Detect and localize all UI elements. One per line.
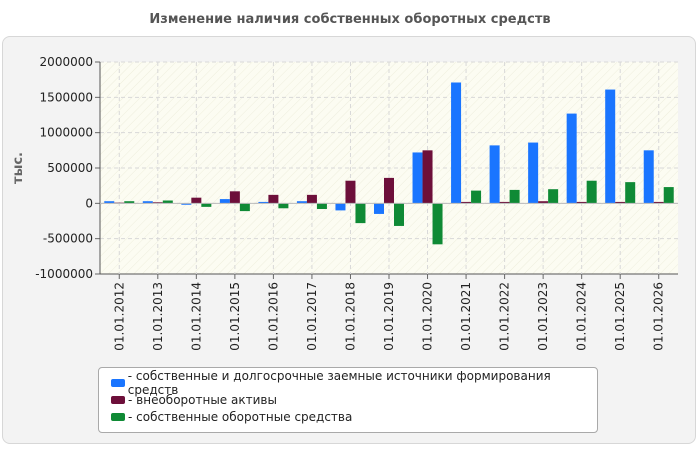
bar [268,194,279,204]
bar [422,150,433,204]
bar [152,202,163,204]
chart-title: Изменение наличия собственных оборотных … [149,12,551,27]
bar [548,189,559,204]
bar [471,190,482,204]
bar [461,201,472,204]
bar [181,203,192,205]
x-tick-label: 01.01.2020 [421,282,435,351]
x-tick-label: 01.01.2017 [305,282,319,351]
x-tick-label: 01.01.2016 [266,282,280,351]
bar [229,191,240,204]
bar [306,194,317,204]
bar [162,200,173,204]
y-tick-label: 1500000 [40,90,93,104]
bar [104,201,115,204]
bar [345,180,356,204]
bar [432,203,443,245]
legend-label-noncurrent: - внеоборотные активы [128,392,277,407]
bar [586,180,597,204]
legend-item: - собственные оборотные средства [111,408,597,425]
legend-swatch-sources [111,378,125,387]
x-tick-label: 01.01.2021 [459,282,473,351]
legend-swatch-noncurrent [111,395,125,404]
bar [124,201,135,204]
bar [566,113,577,204]
bar [489,145,500,204]
y-axis-label: тыс. [11,152,26,184]
bar [653,201,664,204]
bar [355,203,366,224]
bar [278,203,289,209]
bar [605,89,616,204]
bar [191,197,202,204]
y-tick-label: -1000000 [35,267,93,281]
x-tick-label: 01.01.2026 [652,282,666,351]
bar [335,203,346,211]
y-tick-label: 0 [85,196,93,210]
legend: - собственные и долгосрочные заемные ист… [98,367,598,433]
bar [509,189,520,204]
bar [615,201,626,204]
bar [258,201,269,204]
x-tick-label: 01.01.2024 [575,282,589,351]
bar [625,182,636,204]
bar [528,142,539,204]
x-tick-label: 01.01.2018 [343,282,357,351]
x-tick-label: 01.01.2019 [382,282,396,351]
legend-label-sources: - собственные и долгосрочные заемные ист… [127,368,551,397]
bar [663,187,674,204]
y-tick-label: 2000000 [40,55,93,69]
bar [412,152,423,204]
bar [384,177,394,204]
bar [316,203,327,209]
bar [576,201,587,204]
y-tick-label: -500000 [43,232,93,246]
bar [643,150,654,204]
x-tick-label: 01.01.2012 [112,282,126,351]
x-tick-label: 01.01.2023 [536,282,550,351]
y-tick-label: 1000000 [40,126,93,140]
x-tick-label: 01.01.2025 [613,282,627,351]
legend-swatch-working-capital [111,412,125,421]
bar [499,201,510,204]
x-tick-label: 01.01.2014 [189,282,203,351]
legend-item: - внеоборотные активы [111,391,597,408]
bar [142,201,153,204]
bar [201,203,212,207]
bar [538,201,549,204]
y-tick-label: 500000 [47,161,93,175]
bar [219,199,230,204]
x-tick-label: 01.01.2022 [498,282,512,351]
x-tick-label: 01.01.2013 [151,282,165,351]
bar [394,203,404,226]
bar [296,201,307,204]
bar [451,82,462,204]
legend-item: - собственные и долгосрочные заемные ист… [111,369,597,397]
x-tick-label: 01.01.2015 [228,282,242,351]
bar [239,203,250,212]
legend-label-working-capital: - собственные оборотные средства [128,409,353,424]
bar [374,203,384,214]
